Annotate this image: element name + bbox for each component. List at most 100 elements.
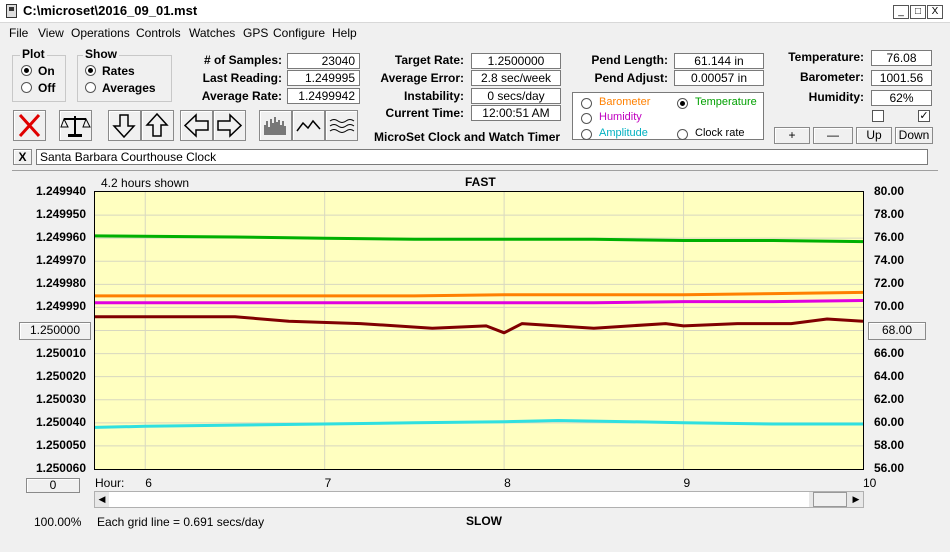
humidity-radio[interactable] xyxy=(581,113,592,124)
menu-gps[interactable]: GPS xyxy=(243,26,269,40)
last-reading-field: 1.249995 xyxy=(287,70,360,86)
left-tick-label: 1.250010 xyxy=(35,345,86,360)
right-tick-label: 60.00 xyxy=(874,414,905,429)
x-tick-label: 7 xyxy=(324,476,332,490)
show-group-title: Show xyxy=(83,47,119,61)
plot-off-radio[interactable] xyxy=(21,82,32,93)
instability-label: Instability: xyxy=(403,89,464,103)
menu-watches[interactable]: Watches xyxy=(189,26,236,40)
menu-bar: File View Operations Controls Watches GP… xyxy=(0,23,950,42)
target-rate-field[interactable]: 1.2500000 xyxy=(471,53,561,69)
balance-button[interactable] xyxy=(59,110,92,141)
x-tick-label: 10 xyxy=(863,476,877,490)
scale-down-button[interactable]: Down xyxy=(895,127,933,144)
series-line-3 xyxy=(95,315,864,335)
right-tick-label: 58.00 xyxy=(874,437,905,452)
arrow-up-icon xyxy=(145,112,169,137)
average-button[interactable] xyxy=(325,110,358,141)
current-time-label: Current Time: xyxy=(385,106,464,120)
scale-up-button[interactable]: Up xyxy=(856,127,892,144)
temperature-radio[interactable] xyxy=(677,98,688,109)
menu-help[interactable]: Help xyxy=(332,26,357,40)
scale-plus-button[interactable]: + xyxy=(774,127,810,144)
last-reading-label: Last Reading: xyxy=(202,71,282,85)
right-axis-center-button[interactable]: 68.00 xyxy=(868,322,926,340)
time-scrollbar[interactable]: ◀ ▶ xyxy=(94,491,864,508)
menu-view[interactable]: View xyxy=(38,26,64,40)
menu-operations[interactable]: Operations xyxy=(71,26,130,40)
average-rate-field: 1.2499942 xyxy=(287,88,360,104)
scale-minus-button[interactable]: — xyxy=(813,127,853,144)
show-averages-radio[interactable] xyxy=(85,82,96,93)
clock-rate-radio[interactable] xyxy=(677,129,688,140)
title-bar: C:\microset\2016_09_01.mst _ □ X xyxy=(0,0,950,23)
clock-rate-option: Clock rate xyxy=(695,127,745,139)
amplitude-radio[interactable] xyxy=(581,129,592,140)
right-tick-label: 70.00 xyxy=(874,299,905,314)
app-icon xyxy=(6,4,17,18)
smooth-button[interactable] xyxy=(292,110,325,141)
up-arrow-button[interactable] xyxy=(141,110,174,141)
slow-label: SLOW xyxy=(466,514,502,528)
left-tick-label: 1.250040 xyxy=(35,414,86,429)
barometer-radio[interactable] xyxy=(581,98,592,109)
right-arrow-button[interactable] xyxy=(213,110,246,141)
stop-x-icon xyxy=(18,113,41,138)
scroll-left-icon[interactable]: ◀ xyxy=(95,492,109,507)
average-error-field: 2.8 sec/week xyxy=(471,70,561,86)
series-line-2 xyxy=(95,299,864,305)
checkbox-left[interactable] xyxy=(872,110,884,122)
left-arrow-button[interactable] xyxy=(180,110,213,141)
hours-shown-label: 4.2 hours shown xyxy=(101,176,190,190)
offset-button[interactable]: 0 xyxy=(26,478,80,493)
pend-adjust-field: 0.00057 in xyxy=(674,70,764,86)
show-rates-label: Rates xyxy=(102,64,135,78)
down-arrow-button[interactable] xyxy=(108,110,141,141)
menu-configure[interactable]: Configure xyxy=(273,26,326,40)
right-tick-label: 76.00 xyxy=(874,230,905,245)
barometer-option: Barometer xyxy=(599,96,651,108)
left-tick-label: 1.249970 xyxy=(35,253,86,268)
plot-off-label: Off xyxy=(38,81,56,95)
show-averages-label: Averages xyxy=(102,81,156,95)
stop-button[interactable] xyxy=(13,110,46,141)
left-axis-center-button[interactable]: 1.250000 xyxy=(19,322,91,340)
minimize-button[interactable]: _ xyxy=(893,5,909,19)
brand-label: MicroSet Clock and Watch Timer xyxy=(374,130,561,144)
arrow-down-icon xyxy=(112,114,136,139)
wave-icon xyxy=(296,119,321,132)
fast-label: FAST xyxy=(465,175,496,189)
pend-length-field[interactable]: 61.144 in xyxy=(674,53,764,69)
average-rate-label: Average Rate: xyxy=(201,89,282,103)
sensor-choice-box: Barometer Temperature Humidity Amplitude… xyxy=(572,92,764,140)
plot-on-label: On xyxy=(38,64,55,78)
right-tick-label: 64.00 xyxy=(874,368,905,383)
checkbox-right[interactable]: ✓ xyxy=(918,110,930,122)
arrow-right-icon xyxy=(217,113,243,138)
histogram-icon xyxy=(264,117,286,135)
samples-field: 23040 xyxy=(287,53,360,69)
scroll-thumb[interactable] xyxy=(813,492,847,507)
left-tick-label: 1.249990 xyxy=(35,299,86,314)
right-tick-label: 72.00 xyxy=(874,276,905,291)
scroll-right-icon[interactable]: ▶ xyxy=(849,492,863,507)
close-button[interactable]: X xyxy=(927,5,943,19)
menu-controls[interactable]: Controls xyxy=(136,26,181,40)
temperature-label: Temperature: xyxy=(788,50,864,64)
rate-chart xyxy=(94,192,864,469)
menu-file[interactable]: File xyxy=(9,26,29,40)
grid-note: Each grid line = 0.691 secs/day xyxy=(97,515,265,529)
clear-clock-button[interactable]: X xyxy=(13,149,32,165)
histogram-button[interactable] xyxy=(259,110,292,141)
clock-name-field[interactable]: Santa Barbara Courthouse Clock xyxy=(36,149,928,165)
maximize-button[interactable]: □ xyxy=(910,5,926,19)
right-tick-label: 62.00 xyxy=(874,391,905,406)
x-tick-label: 8 xyxy=(504,476,511,490)
scroll-track xyxy=(109,492,809,507)
show-group xyxy=(77,55,172,102)
left-tick-label: 1.249960 xyxy=(35,230,86,245)
left-tick-label: 1.249940 xyxy=(35,184,86,198)
zoom-label: 100.00% xyxy=(34,515,82,529)
plot-on-radio[interactable] xyxy=(21,65,32,76)
show-rates-radio[interactable] xyxy=(85,65,96,76)
